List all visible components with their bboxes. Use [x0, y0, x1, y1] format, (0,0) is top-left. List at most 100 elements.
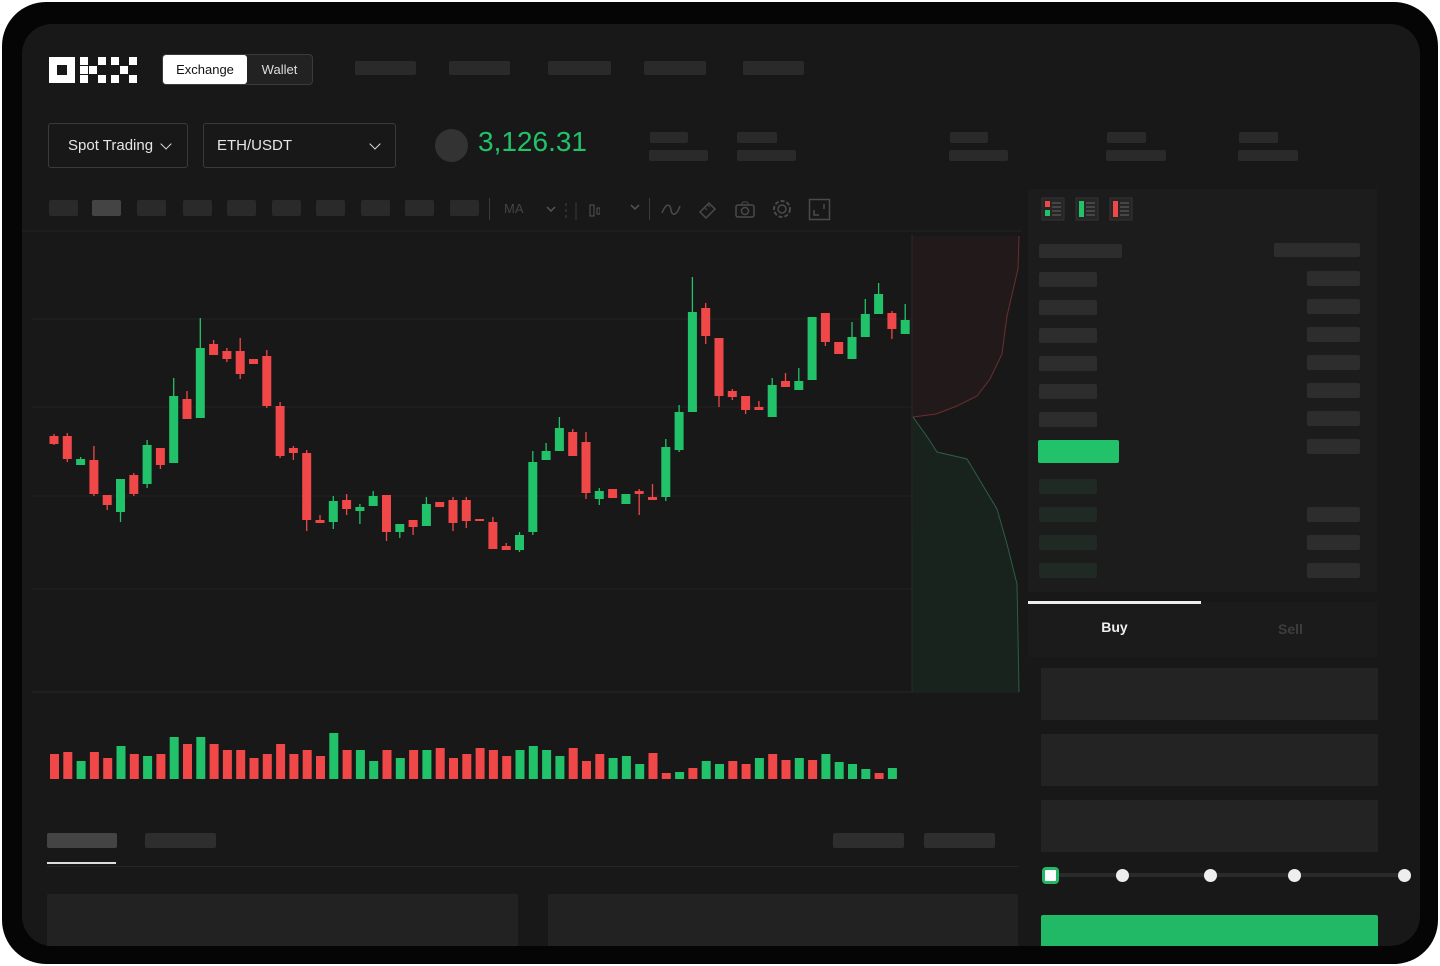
candle — [116, 479, 125, 512]
volume-bar — [169, 737, 179, 779]
candle — [475, 519, 485, 521]
orders-tab[interactable] — [145, 833, 216, 848]
volume-bar — [688, 768, 698, 779]
nav-item-placeholder[interactable] — [449, 61, 510, 75]
ruler-icon[interactable] — [697, 199, 719, 221]
orders-tab-active[interactable] — [47, 833, 117, 848]
amount-slider-track[interactable] — [1050, 873, 1404, 877]
size-placeholder — [1307, 535, 1360, 550]
volume-bar — [794, 758, 804, 779]
volume-bar — [63, 752, 73, 779]
amount-input[interactable] — [1041, 734, 1378, 786]
total-input[interactable] — [1041, 800, 1378, 852]
candle — [781, 381, 790, 387]
pair-label: ETH/USDT — [217, 137, 292, 154]
volume-bar — [515, 750, 525, 779]
volume-bar — [834, 762, 844, 779]
buy-button[interactable] — [1041, 915, 1378, 946]
volume-bar — [502, 756, 512, 779]
timeframe-button-active[interactable] — [92, 200, 121, 216]
exchange-wallet-toggle[interactable]: Exchange Wallet — [162, 54, 313, 85]
sell-tab[interactable]: Sell — [1278, 621, 1303, 637]
candle — [49, 436, 59, 444]
slider-handle[interactable] — [1042, 867, 1059, 884]
size-placeholder — [1307, 355, 1360, 370]
price-chart[interactable] — [22, 24, 1022, 824]
volume-bar — [555, 756, 565, 779]
chevron-down-icon[interactable] — [544, 202, 600, 220]
nav-item-placeholder[interactable] — [548, 61, 611, 75]
exchange-tab[interactable]: Exchange — [163, 55, 247, 84]
volume-bar — [342, 750, 352, 779]
candle — [62, 436, 72, 459]
nav-item-placeholder[interactable] — [743, 61, 804, 75]
order-card — [548, 894, 1018, 946]
pair-dropdown[interactable]: ETH/USDT — [203, 123, 396, 168]
stat-value-placeholder — [1106, 150, 1166, 161]
timeframe-button[interactable] — [227, 200, 256, 216]
stat-label-placeholder — [950, 132, 988, 143]
candle — [435, 502, 445, 507]
volume-bar — [542, 750, 552, 779]
buy-sell-tabs — [1028, 602, 1377, 657]
slider-step-50[interactable] — [1204, 869, 1217, 882]
candle — [275, 406, 285, 456]
candle — [741, 396, 751, 410]
candle — [448, 500, 458, 523]
chevron-down-icon[interactable] — [629, 202, 649, 216]
candle — [767, 385, 777, 417]
orderbook-both-icon[interactable] — [1041, 197, 1065, 221]
active-tab-underline — [47, 862, 116, 864]
trading-mode-dropdown[interactable]: Spot Trading — [48, 123, 188, 168]
timeframe-button[interactable] — [183, 200, 212, 216]
volume-bar — [781, 760, 791, 779]
timeframe-button[interactable] — [272, 200, 301, 216]
candle — [302, 453, 312, 520]
candle — [834, 342, 844, 354]
filter-button[interactable] — [924, 833, 995, 848]
size-placeholder — [1307, 383, 1360, 398]
candle — [568, 432, 578, 456]
volume-bar — [209, 744, 219, 779]
volume-bar — [369, 761, 379, 779]
camera-icon[interactable] — [734, 199, 756, 221]
line-draw-icon[interactable] — [660, 201, 682, 219]
timeframe-button[interactable] — [137, 200, 166, 216]
candle — [222, 351, 232, 359]
price-input[interactable] — [1041, 668, 1378, 720]
candle — [648, 497, 657, 500]
filter-button[interactable] — [833, 833, 904, 848]
bid-depth-line — [912, 416, 1020, 693]
volume-bar — [887, 768, 897, 779]
orderbook-bids-icon[interactable] — [1075, 197, 1099, 221]
slider-step-75[interactable] — [1288, 869, 1301, 882]
fullscreen-icon[interactable] — [808, 198, 832, 222]
timeframe-button[interactable] — [450, 200, 479, 216]
slider-step-25[interactable] — [1116, 869, 1129, 882]
nav-item-placeholder[interactable] — [644, 61, 706, 75]
indicator-button[interactable]: MA — [504, 201, 524, 216]
buy-tab[interactable]: Buy — [1101, 619, 1128, 635]
volume-bar — [861, 769, 871, 779]
orderbook-asks-icon[interactable] — [1109, 197, 1133, 221]
volume-bar — [462, 754, 472, 779]
slider-step-100[interactable] — [1398, 869, 1411, 882]
volume-bar — [715, 764, 724, 779]
timeframe-button[interactable] — [405, 200, 434, 216]
stat-value-placeholder — [949, 150, 1008, 161]
nav-item-placeholder[interactable] — [355, 61, 416, 75]
candle — [847, 337, 857, 359]
timeframe-button[interactable] — [316, 200, 345, 216]
timeframe-button[interactable] — [361, 200, 390, 216]
volume-bar — [355, 750, 365, 779]
candle — [581, 442, 591, 493]
timeframe-button[interactable] — [49, 200, 78, 216]
size-placeholder — [1307, 439, 1360, 454]
candle — [874, 294, 884, 314]
volume-bar — [196, 737, 206, 779]
wallet-tab[interactable]: Wallet — [261, 62, 298, 77]
volume-bar — [488, 750, 498, 779]
size-placeholder — [1307, 507, 1360, 522]
volume-bar — [395, 758, 405, 779]
gear-icon[interactable] — [771, 198, 793, 220]
